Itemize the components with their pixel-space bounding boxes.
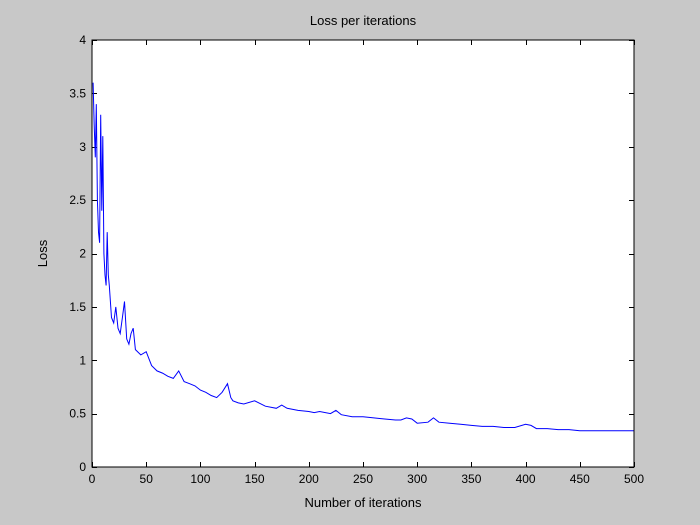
x-tick-label: 300 <box>407 472 427 486</box>
y-tick-label: 0 <box>79 460 86 474</box>
chart-title: Loss per iterations <box>310 13 417 28</box>
y-tick-label: 1.5 <box>69 300 86 314</box>
x-tick-label: 400 <box>516 472 536 486</box>
y-tick-label: 3 <box>79 140 86 154</box>
x-tick-label: 250 <box>353 472 373 486</box>
x-tick-label: 200 <box>299 472 319 486</box>
y-tick-label: 1 <box>79 353 86 367</box>
plot-area <box>92 40 634 467</box>
plot-frame <box>91 39 635 468</box>
x-tick-label: 0 <box>89 472 96 486</box>
x-tick-label: 150 <box>245 472 265 486</box>
x-tick-label: 450 <box>570 472 590 486</box>
y-tick-label: 2.5 <box>69 193 86 207</box>
x-tick-label: 50 <box>140 472 154 486</box>
y-axis-title: Loss <box>35 239 50 267</box>
y-tick-label: 4 <box>79 33 86 47</box>
y-tick-label: 2 <box>79 247 86 261</box>
x-tick-label: 500 <box>624 472 644 486</box>
y-tick-label: 0.5 <box>69 407 86 421</box>
x-tick-label: 100 <box>190 472 210 486</box>
x-axis-title: Number of iterations <box>304 495 422 510</box>
tick-labels-layer: 0 50 100 150 200 250 300 350 400 450 500 0 0.5 1 1.5 2 2… <box>69 33 644 486</box>
series-line-loss <box>92 82 634 432</box>
y-tick-label: 3.5 <box>69 86 86 100</box>
x-tick-label: 350 <box>461 472 481 486</box>
